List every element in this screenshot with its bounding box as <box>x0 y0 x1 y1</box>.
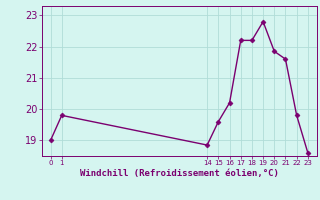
X-axis label: Windchill (Refroidissement éolien,°C): Windchill (Refroidissement éolien,°C) <box>80 169 279 178</box>
